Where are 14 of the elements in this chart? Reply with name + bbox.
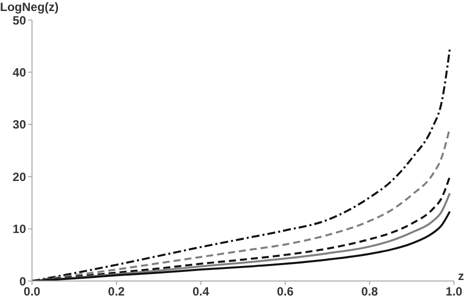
x-axis-title: z	[458, 269, 464, 283]
x-tick-label: 0.8	[361, 284, 378, 299]
x-tick-label: 0.0	[24, 284, 41, 299]
x-tick-label: 1.0	[446, 284, 463, 299]
x-tick-label: 0.6	[276, 284, 294, 299]
x-tick-label: 0.4	[192, 284, 210, 299]
y-tick-label: 50	[12, 13, 26, 28]
y-tick-label: 0	[19, 274, 26, 288]
x-tick-label: 0.2	[108, 284, 126, 299]
y-tick-label: 10	[12, 222, 26, 236]
y-axis-title: LogNeg(z)	[0, 0, 59, 14]
y-tick-label: 30	[12, 118, 26, 132]
y-tick-label: 20	[12, 170, 26, 184]
y-tick-label: 40	[12, 65, 26, 80]
